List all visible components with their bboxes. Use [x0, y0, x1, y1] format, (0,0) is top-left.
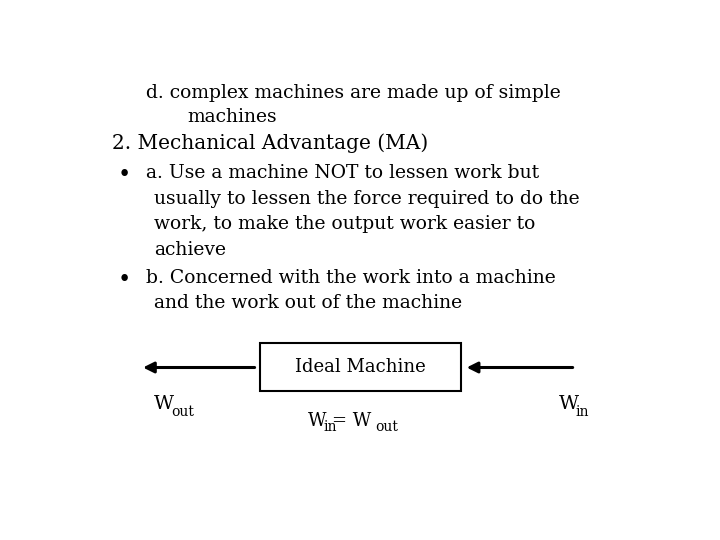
- Text: work, to make the output work easier to: work, to make the output work easier to: [154, 215, 536, 233]
- Text: in: in: [323, 420, 337, 434]
- Text: d. complex machines are made up of simple: d. complex machines are made up of simpl…: [145, 84, 561, 102]
- Text: W: W: [307, 412, 326, 430]
- Text: W: W: [154, 395, 174, 413]
- Text: 2. Mechanical Advantage (MA): 2. Mechanical Advantage (MA): [112, 133, 428, 153]
- Text: b. Concerned with the work into a machine: b. Concerned with the work into a machin…: [145, 268, 556, 287]
- Text: = W: = W: [332, 412, 372, 430]
- Text: Ideal Machine: Ideal Machine: [295, 359, 426, 376]
- Text: •: •: [118, 164, 131, 186]
- Text: usually to lessen the force required to do the: usually to lessen the force required to …: [154, 190, 580, 207]
- Text: out: out: [376, 420, 399, 434]
- Text: •: •: [118, 268, 131, 291]
- Text: W: W: [559, 395, 579, 413]
- Text: and the work out of the machine: and the work out of the machine: [154, 294, 462, 312]
- Text: machines: machines: [188, 109, 277, 126]
- Text: achieve: achieve: [154, 241, 226, 259]
- Text: in: in: [575, 404, 589, 418]
- FancyBboxPatch shape: [260, 343, 461, 391]
- Text: out: out: [171, 404, 194, 418]
- Text: a. Use a machine NOT to lessen work but: a. Use a machine NOT to lessen work but: [145, 164, 539, 182]
